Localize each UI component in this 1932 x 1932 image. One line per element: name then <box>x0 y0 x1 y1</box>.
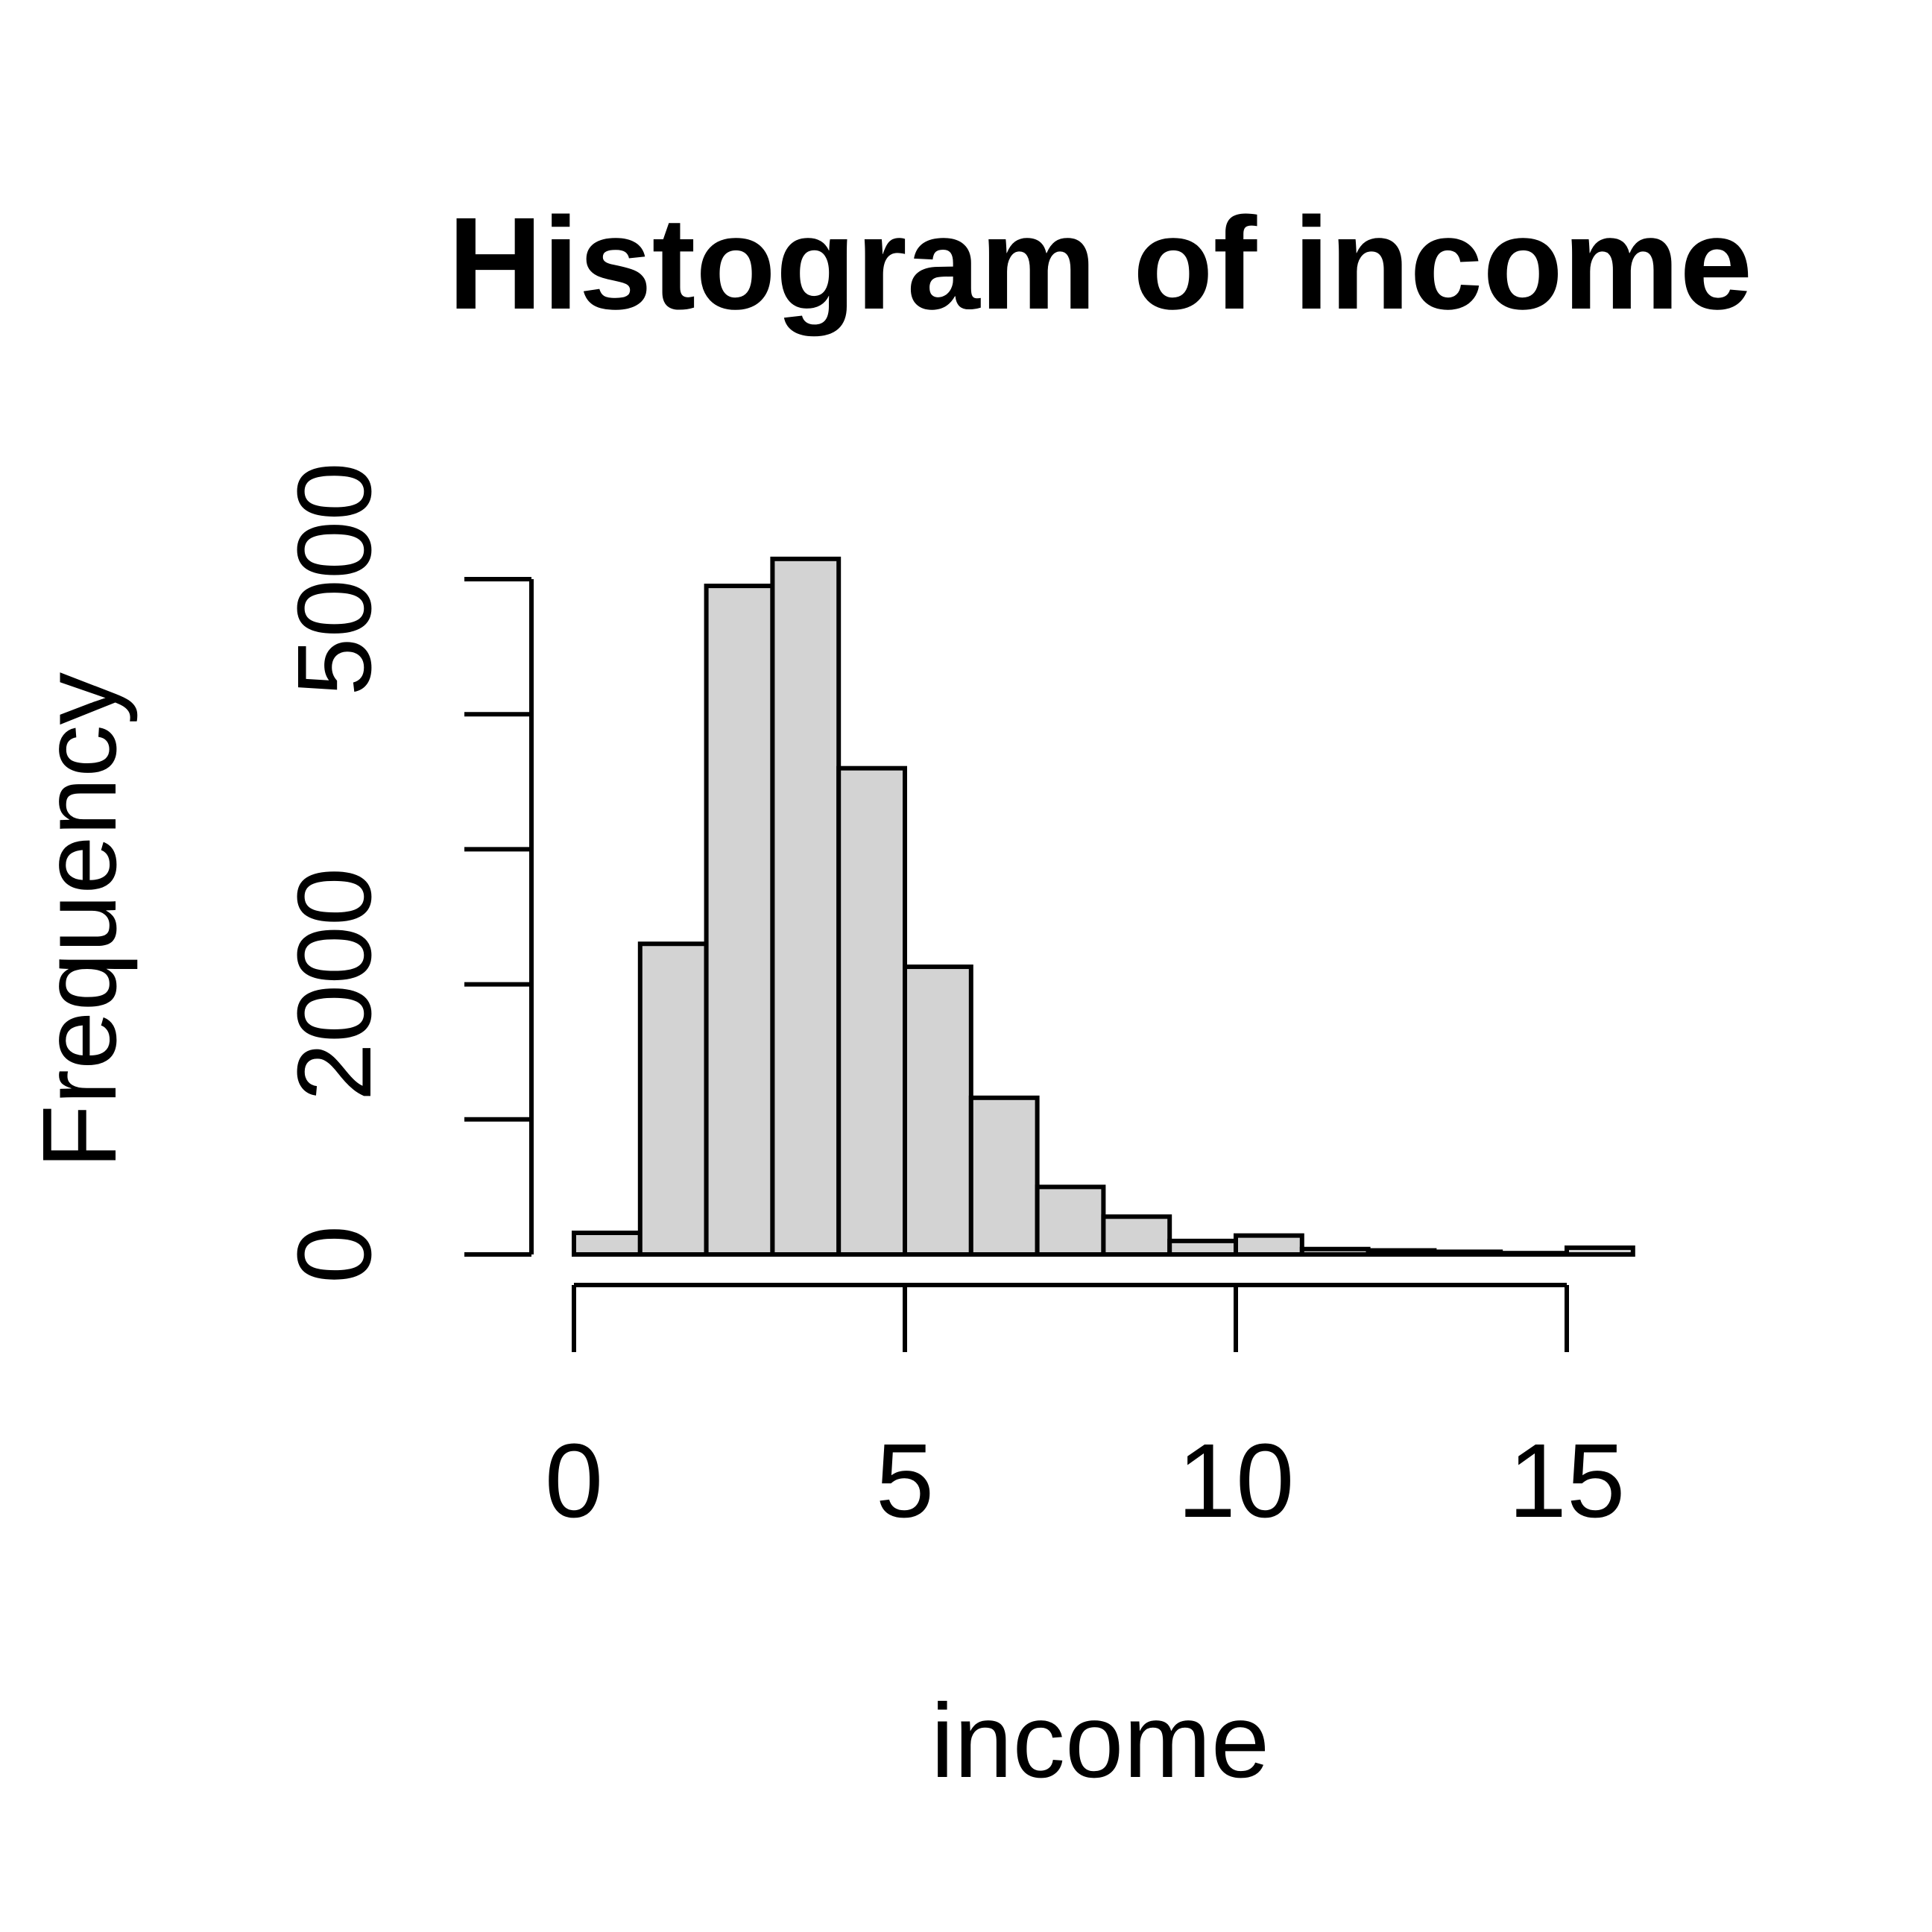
histogram-bar <box>1167 1238 1238 1257</box>
y-tick-label: 0 <box>275 1225 393 1284</box>
histogram-bar <box>1366 1248 1437 1257</box>
histogram-bar <box>836 765 907 1257</box>
histogram-bar <box>1234 1233 1304 1257</box>
x-axis-label: income <box>931 1682 1270 1799</box>
histogram-bar <box>770 556 842 1257</box>
histogram-bar <box>903 965 973 1257</box>
histogram-bar <box>1299 1246 1371 1257</box>
histogram-bar <box>968 1095 1040 1257</box>
chart-title: Histogram of income <box>448 191 1752 337</box>
histogram-bar <box>1498 1251 1569 1257</box>
x-tick-label: 5 <box>876 1421 934 1539</box>
bars-group <box>572 556 1635 1257</box>
histogram-bar <box>1035 1184 1106 1257</box>
y-axis: 0 2000 5000 <box>275 462 534 1284</box>
x-axis: 0 5 10 15 <box>545 1283 1626 1539</box>
y-axis-label: Frequency <box>20 672 138 1169</box>
y-tick-label: 2000 <box>275 868 393 1102</box>
x-tick-label: 10 <box>1178 1421 1295 1539</box>
x-tick-label: 15 <box>1509 1421 1626 1539</box>
histogram-bar <box>704 584 775 1257</box>
histogram-bar <box>637 941 709 1257</box>
histogram-bar <box>1101 1214 1172 1257</box>
y-tick-label: 5000 <box>275 462 393 696</box>
x-tick-label: 0 <box>545 1421 603 1539</box>
histogram-bar <box>1432 1249 1503 1257</box>
histogram-bar <box>1565 1245 1635 1257</box>
histogram-bar <box>572 1231 643 1257</box>
